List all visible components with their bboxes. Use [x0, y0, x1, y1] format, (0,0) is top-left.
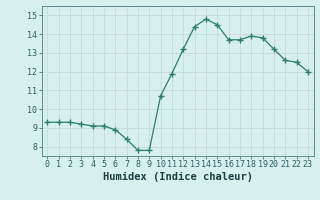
X-axis label: Humidex (Indice chaleur): Humidex (Indice chaleur): [103, 172, 252, 182]
